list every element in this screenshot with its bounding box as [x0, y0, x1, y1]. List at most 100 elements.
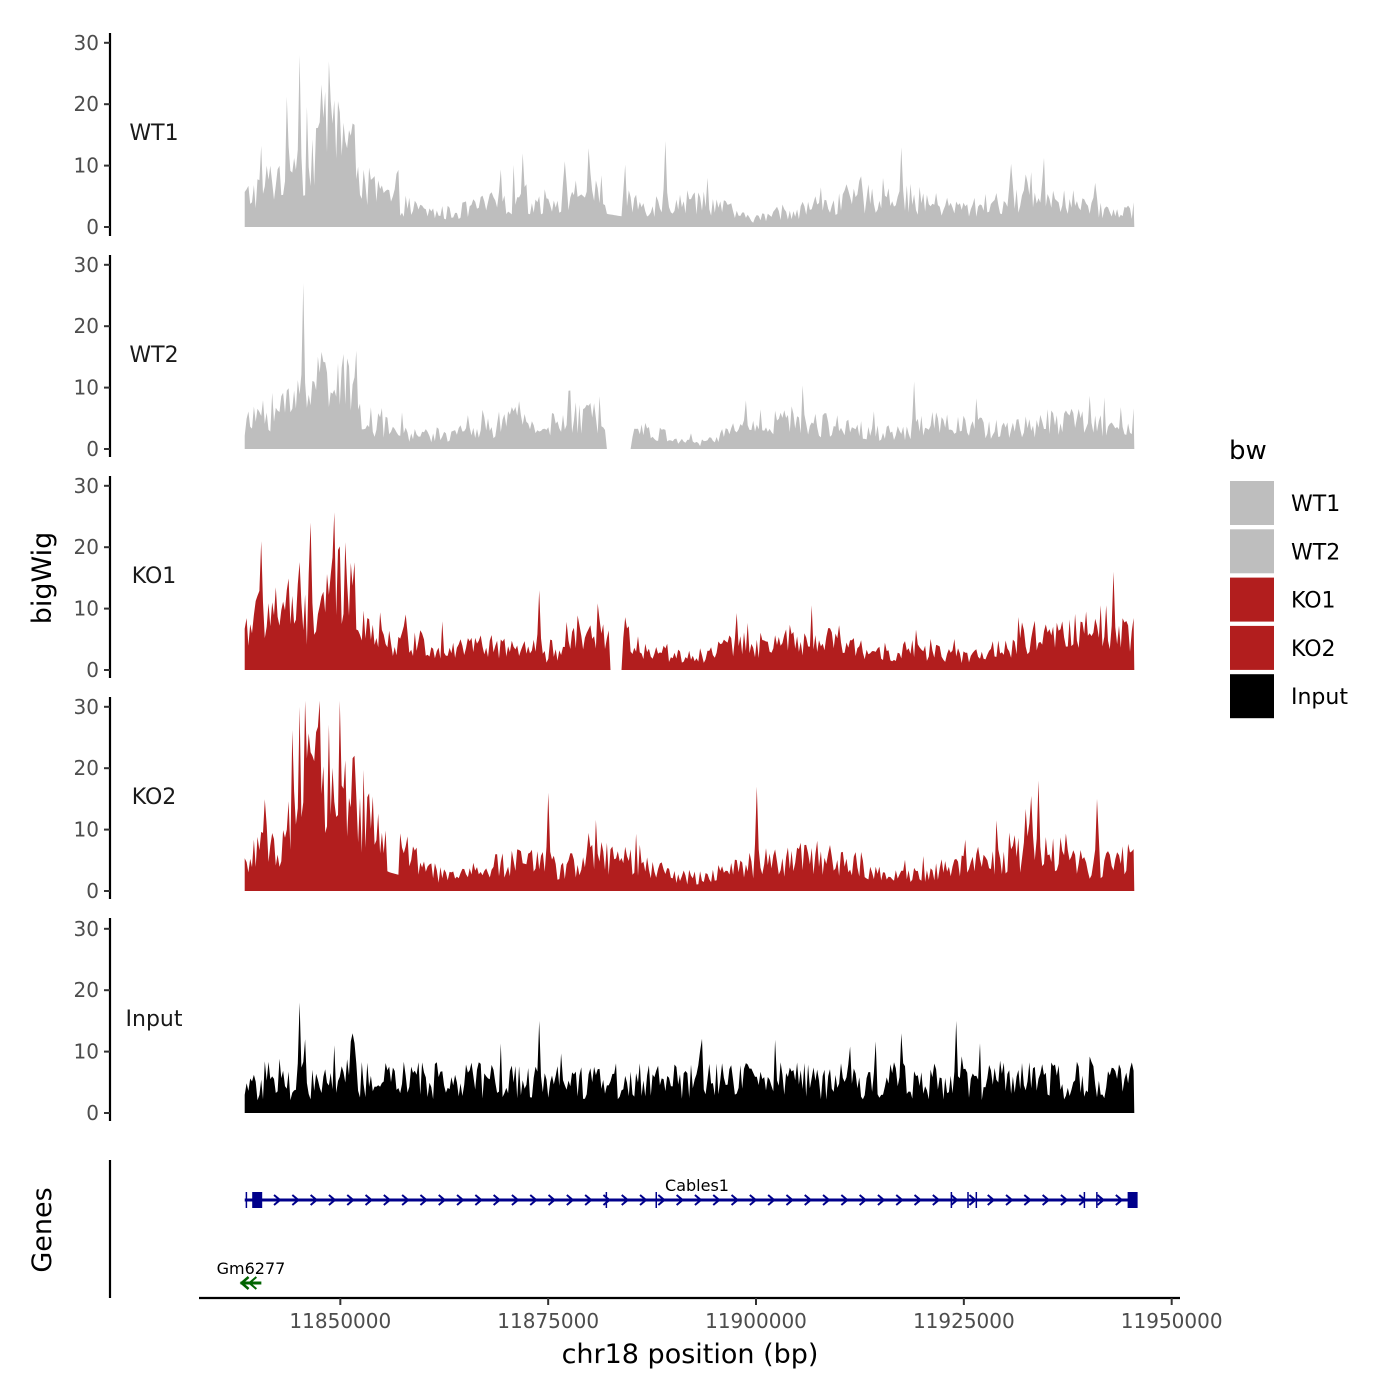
legend-swatch-ko2 — [1228, 623, 1276, 672]
legend-label-ko1: KO1 — [1291, 589, 1336, 614]
strand-chevron-icon — [419, 1194, 428, 1206]
gene-label: Cables1 — [665, 1176, 729, 1195]
y-tick-label: 30 — [74, 474, 99, 498]
signal-area-wt1 — [244, 55, 1135, 227]
y-tick-label: 10 — [74, 154, 99, 178]
strand-chevron-icon — [621, 1194, 630, 1206]
strand-chevron-icon — [401, 1194, 410, 1206]
strand-chevron-icon — [291, 1194, 300, 1206]
strand-chevron-icon — [785, 1194, 794, 1206]
track-ko1: 0 10 20 30 KO1 — [74, 474, 1135, 682]
signal-area-ko1 — [244, 512, 1135, 670]
strand-chevron-icon — [456, 1194, 465, 1206]
y-tick-label: 30 — [74, 917, 99, 941]
signal-tracks: 0 10 20 30 WT1 0 10 20 30 WT2 0 10 20 30 KO1 0 10 20 30 KO2… — [74, 31, 1135, 1125]
track-label-wt2: WT2 — [129, 343, 178, 368]
track-wt1: 0 10 20 30 WT1 — [74, 31, 1135, 239]
legend-swatch-wt2 — [1228, 527, 1276, 576]
genes-axis-title: Genes — [27, 1187, 58, 1272]
signal-area-input — [244, 1002, 1135, 1113]
strand-chevron-icon — [712, 1194, 721, 1206]
strand-chevron-icon — [346, 1194, 355, 1206]
strand-chevron-icon — [822, 1194, 831, 1206]
strand-chevron-icon — [895, 1194, 904, 1206]
x-tick-label: 11950000 — [1121, 1309, 1223, 1333]
x-axis: 11850000 11875000 11900000 11925000 11950000 — [199, 1296, 1223, 1333]
legend-label-wt2: WT2 — [1291, 540, 1340, 565]
strand-chevron-icon — [309, 1194, 319, 1206]
strand-arrow-icon — [239, 1276, 250, 1290]
strand-chevron-icon — [1096, 1194, 1106, 1206]
y-tick-label: 30 — [74, 695, 99, 719]
x-tick-label: 11850000 — [289, 1309, 391, 1333]
y-tick-label: 0 — [86, 658, 99, 682]
x-axis-title: chr18 position (bp) — [562, 1339, 819, 1370]
gene-gm6277: Gm6277 — [217, 1259, 285, 1290]
strand-chevron-icon — [511, 1194, 520, 1206]
x-tick-label: 11925000 — [913, 1309, 1015, 1333]
strand-chevron-icon — [273, 1194, 282, 1206]
y-tick-label: 0 — [86, 1101, 99, 1125]
strand-chevron-icon — [364, 1194, 374, 1206]
strand-chevron-icon — [657, 1194, 666, 1206]
strand-chevron-icon — [1023, 1194, 1032, 1206]
y-tick-label: 10 — [74, 1040, 99, 1064]
track-input: 0 10 20 30 Input — [74, 917, 1135, 1125]
strand-chevron-icon — [1078, 1194, 1087, 1206]
strand-chevron-icon — [968, 1194, 977, 1206]
legend-swatch-input — [1228, 672, 1276, 721]
y-tick-label: 20 — [74, 978, 99, 1002]
strand-chevron-icon — [1060, 1194, 1069, 1206]
exon — [252, 1192, 263, 1208]
track-label-wt1: WT1 — [129, 121, 178, 146]
legend-label-ko2: KO2 — [1291, 637, 1336, 662]
strand-chevron-icon — [547, 1194, 557, 1206]
signal-area-wt2 — [244, 283, 1135, 449]
signal-area-ko2 — [244, 700, 1135, 891]
strand-chevron-icon — [584, 1194, 593, 1206]
legend-label-wt1: WT1 — [1291, 492, 1340, 517]
y-tick-label: 20 — [74, 314, 99, 338]
track-ko2: 0 10 20 30 KO2 — [74, 695, 1135, 903]
y-tick-label: 30 — [74, 253, 99, 277]
exon — [1127, 1192, 1138, 1208]
track-wt2: 0 10 20 30 WT2 — [74, 253, 1135, 461]
strand-chevron-icon — [694, 1194, 703, 1206]
track-label-ko1: KO1 — [132, 564, 177, 589]
strand-chevron-icon — [950, 1194, 959, 1206]
track-label-input: Input — [126, 1007, 183, 1032]
y-tick-label: 30 — [74, 31, 99, 55]
strand-chevron-icon — [730, 1194, 740, 1206]
strand-chevron-icon — [474, 1194, 483, 1206]
strand-chevron-icon — [932, 1194, 941, 1206]
y-tick-label: 10 — [74, 376, 99, 400]
strand-chevron-icon — [858, 1194, 868, 1206]
legend: bw WT1 WT2 KO1 KO2 Input — [1228, 436, 1348, 721]
strand-chevron-icon — [913, 1194, 923, 1206]
x-tick-label: 11900000 — [705, 1309, 807, 1333]
x-tick-label: 11875000 — [497, 1309, 599, 1333]
track-label-ko2: KO2 — [132, 785, 177, 810]
y-tick-label: 20 — [74, 756, 99, 780]
strand-chevron-icon — [1115, 1194, 1124, 1206]
legend-swatch-ko1 — [1228, 575, 1276, 624]
strand-chevron-icon — [1041, 1194, 1051, 1206]
y-tick-label: 0 — [86, 215, 99, 239]
strand-chevron-icon — [328, 1194, 337, 1206]
strand-chevron-icon — [639, 1194, 648, 1206]
strand-chevron-icon — [602, 1194, 611, 1206]
strand-chevron-icon — [438, 1194, 447, 1206]
strand-chevron-icon — [492, 1194, 502, 1206]
y-tick-label: 20 — [74, 535, 99, 559]
strand-chevron-icon — [1005, 1194, 1014, 1206]
legend-label-input: Input — [1291, 685, 1348, 710]
strand-chevron-icon — [767, 1194, 776, 1206]
y-tick-label: 20 — [74, 92, 99, 116]
strand-chevron-icon — [675, 1194, 685, 1206]
strand-chevron-icon — [383, 1194, 392, 1206]
gene-cables1: Cables1 — [244, 1176, 1138, 1208]
strand-chevron-icon — [749, 1194, 758, 1206]
y-axis-title: bigWig — [27, 532, 58, 625]
